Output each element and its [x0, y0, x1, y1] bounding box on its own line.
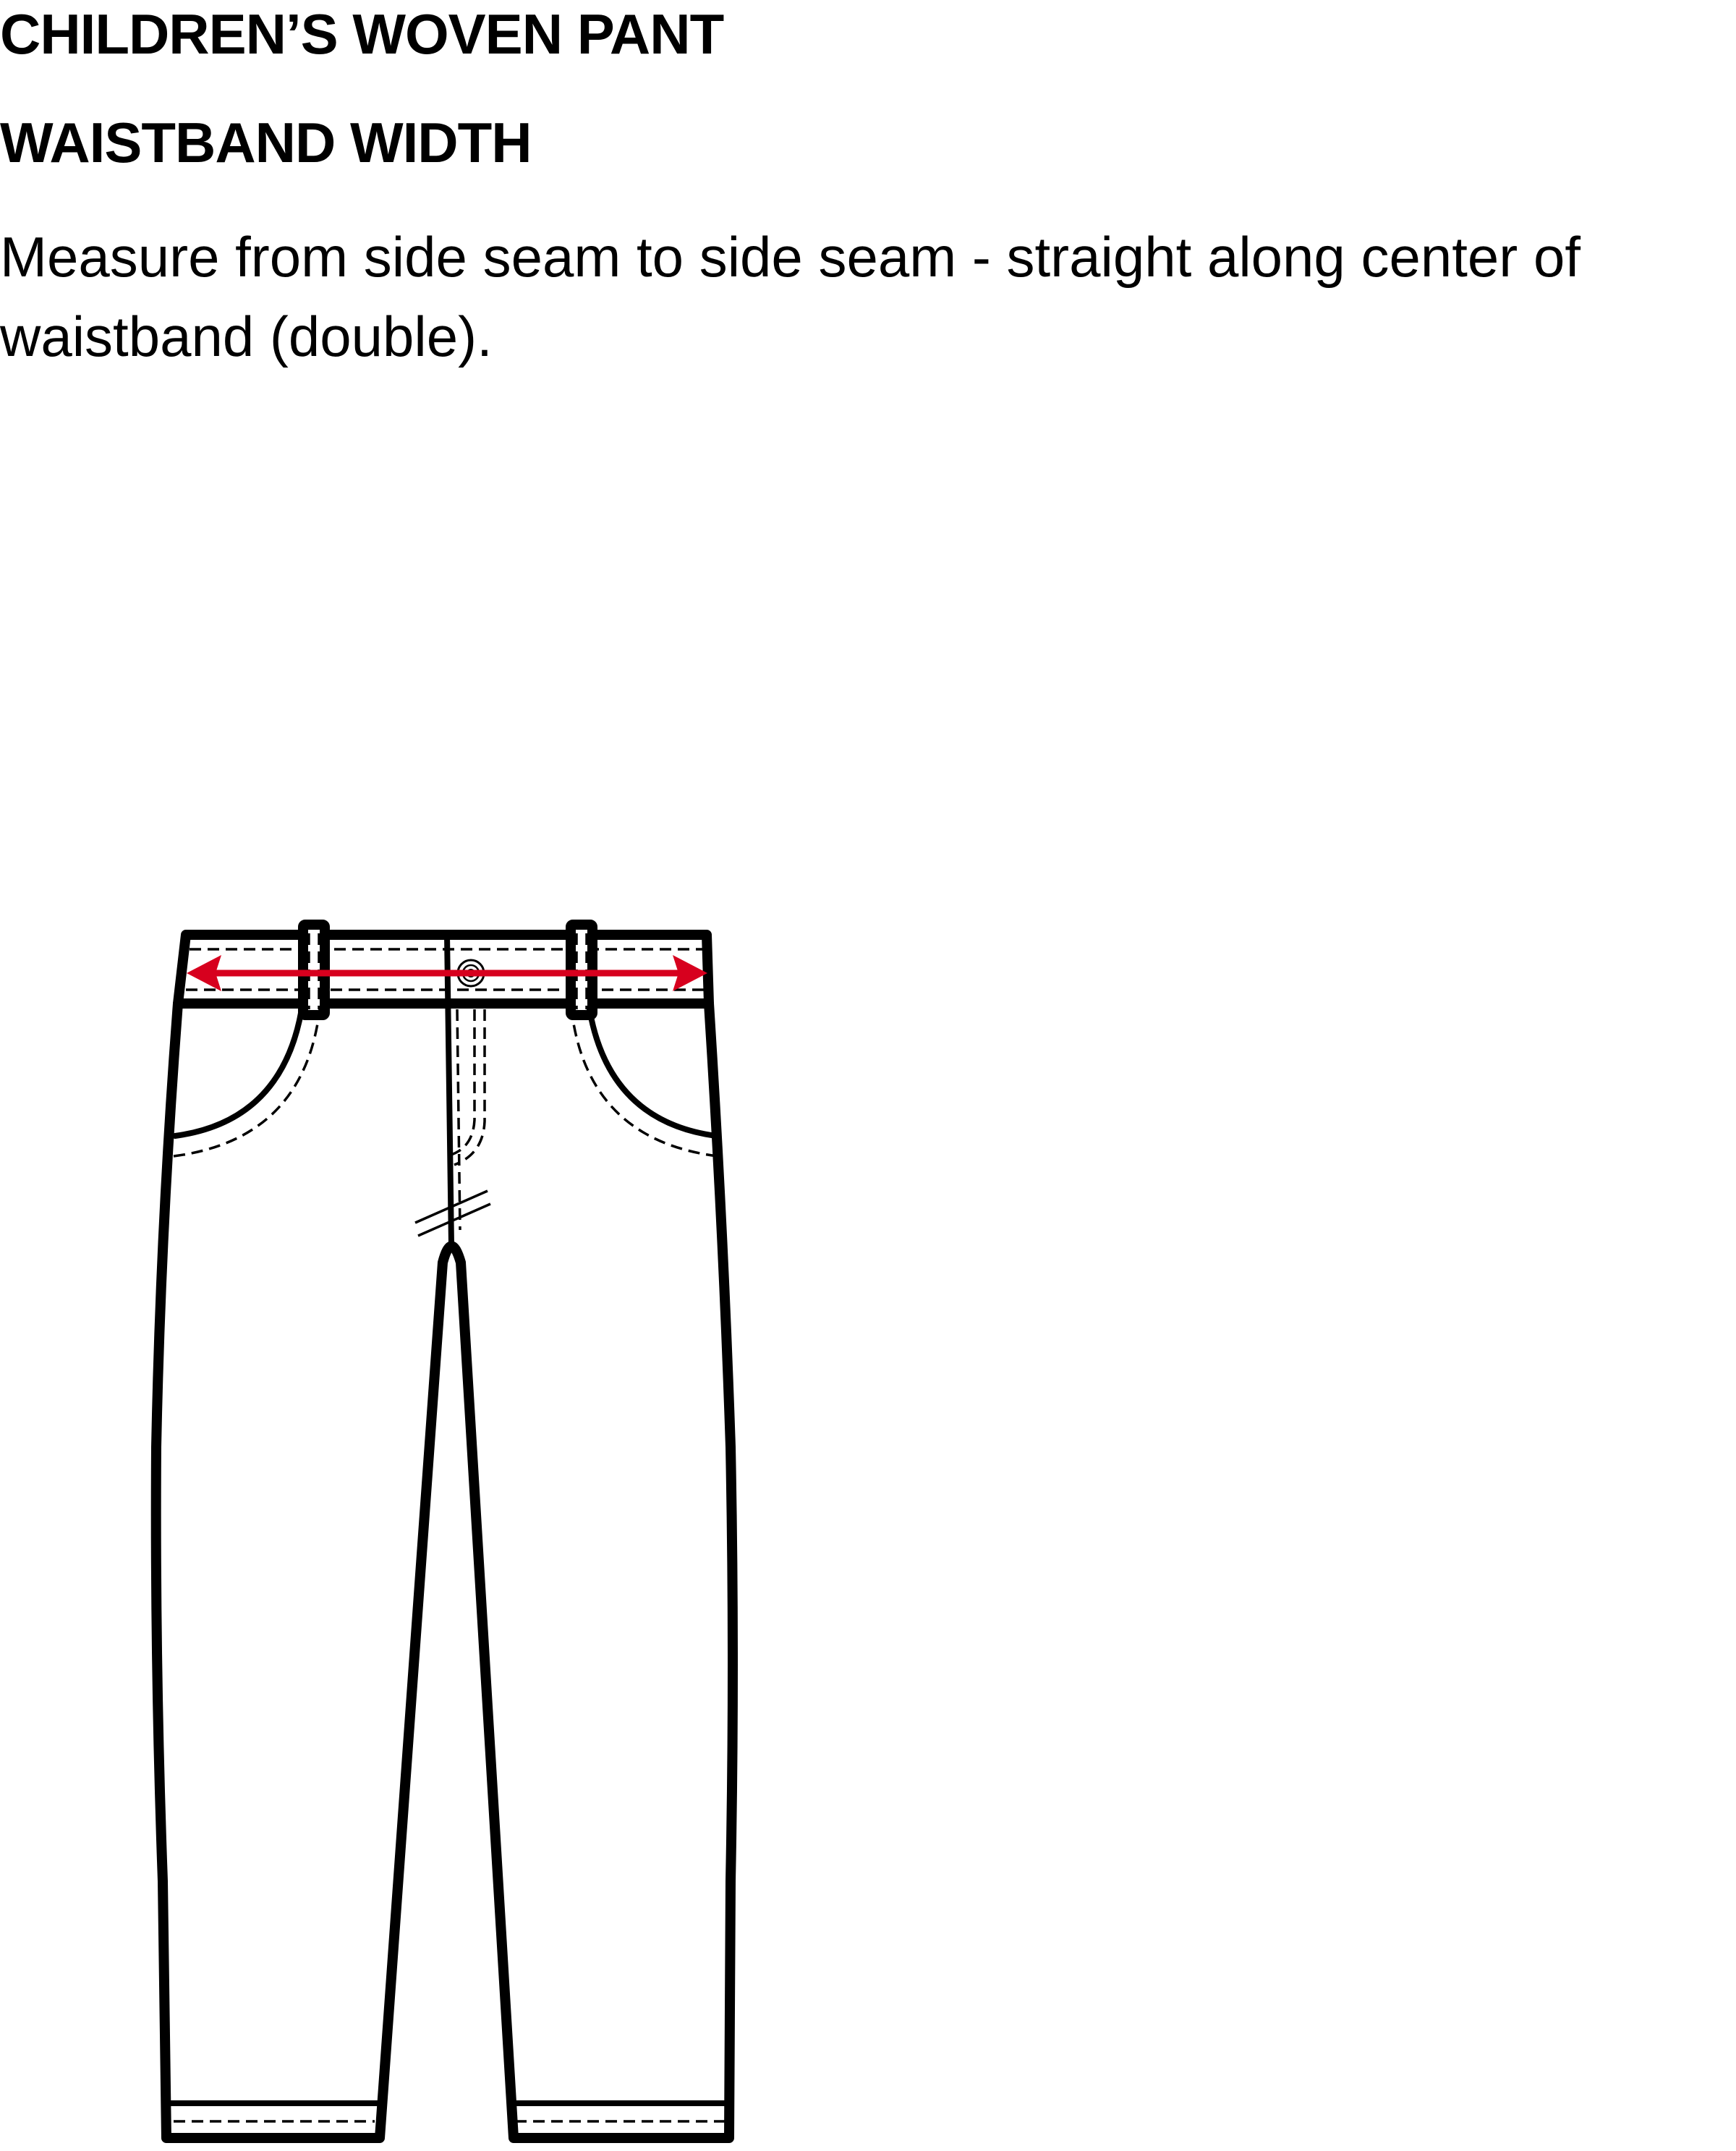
pocket-right — [587, 1006, 719, 1139]
center-front-seam — [444, 932, 454, 1247]
measurement-instructions: Measure from side seam to side seam - st… — [0, 217, 1736, 376]
waistband — [173, 930, 714, 1009]
break-mark-2 — [417, 1202, 491, 1237]
instructions-line-1: Measure from side seam to side seam - st… — [0, 225, 1580, 289]
fly-stitching-inner — [451, 1009, 476, 1156]
pant-body-outline — [150, 998, 738, 2143]
section-heading: WAISTBAND WIDTH — [0, 111, 532, 174]
page-title: CHILDREN’S WOVEN PANT — [0, 2, 724, 66]
break-mark-1 — [414, 1189, 488, 1224]
pocket-left — [172, 1006, 305, 1139]
waistband-measurement-arrow — [187, 955, 707, 991]
fly-stitching-outer — [454, 1009, 486, 1166]
instructions-line-2: waistband (double). — [0, 305, 493, 368]
